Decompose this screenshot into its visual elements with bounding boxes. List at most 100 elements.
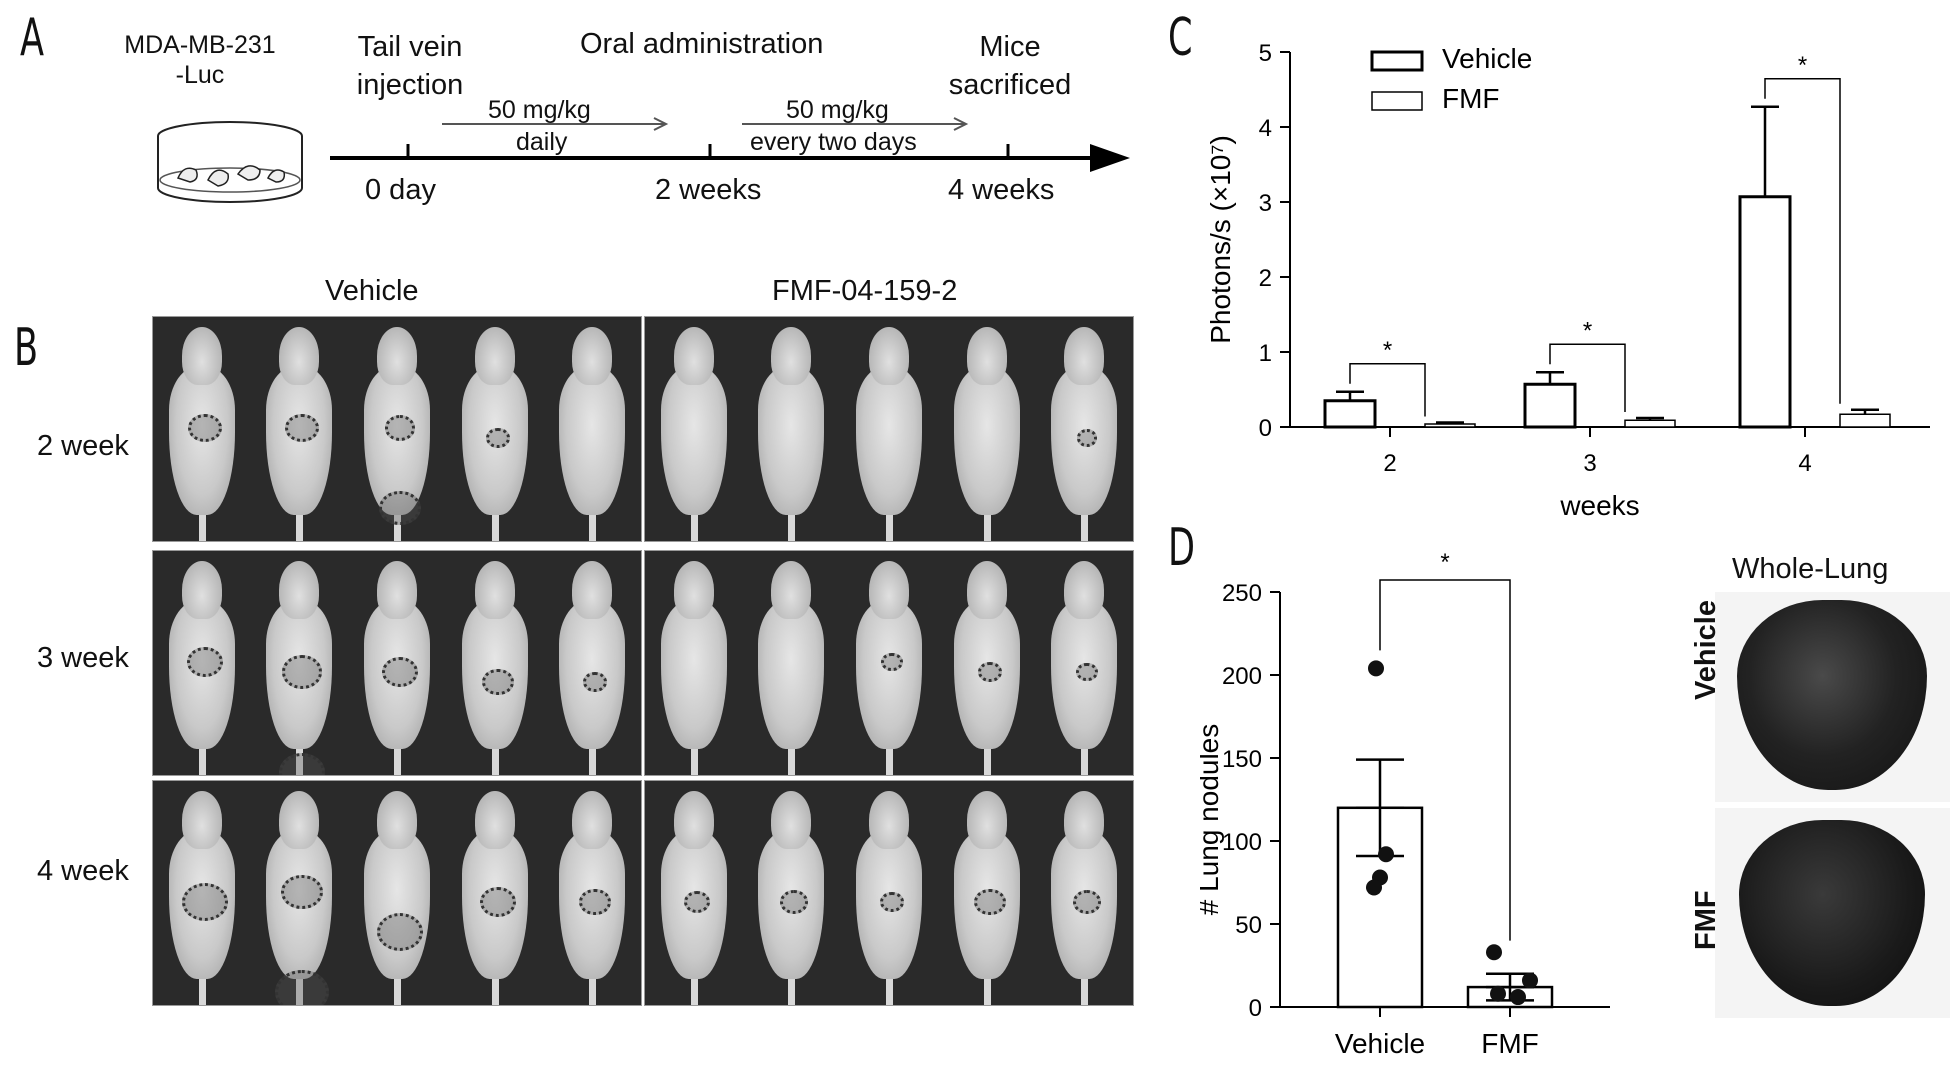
bioluminescence-signal xyxy=(181,883,228,921)
mouse-tail xyxy=(296,515,304,541)
bioluminescence-signal xyxy=(1073,890,1102,914)
x-tick-label: 2 xyxy=(1383,450,1396,477)
mouse-image xyxy=(953,327,1020,541)
mouse-image xyxy=(660,327,727,541)
mouse-tail xyxy=(198,515,206,541)
mouse-tail xyxy=(491,515,499,541)
row-label-3-week: 3 week xyxy=(37,642,129,674)
mouse-tail xyxy=(394,979,401,1005)
mouse-image xyxy=(1051,561,1118,775)
y-tick-label: 3 xyxy=(1259,190,1272,217)
mouse-image xyxy=(1051,791,1118,1005)
mouse-image xyxy=(856,791,922,1005)
mouse-head xyxy=(377,791,417,849)
bioluminescence-photo-fmf-row-3 xyxy=(644,780,1134,1006)
mouse-head xyxy=(966,327,1007,385)
bioluminescence-signal xyxy=(880,891,904,913)
mouse-image xyxy=(364,791,430,1005)
y-tick-label: 2 xyxy=(1259,265,1272,292)
data-point xyxy=(1366,879,1382,896)
mouse-tail xyxy=(788,749,796,775)
significance-star: * xyxy=(1440,549,1449,576)
sacrificed-label-line2: sacrificed xyxy=(948,69,1072,101)
mouse-tail xyxy=(1081,515,1089,541)
bioluminescence-signal xyxy=(1076,662,1099,682)
mouse-tail xyxy=(690,979,698,1005)
y-tick-label: 100 xyxy=(1222,829,1262,856)
mouse-image xyxy=(461,561,528,775)
mouse-head xyxy=(673,561,714,619)
x-axis-label: weeks xyxy=(1559,490,1639,521)
y-tick-label: 250 xyxy=(1222,580,1262,607)
bioluminescence-signal xyxy=(881,652,903,672)
bioluminescence-signal xyxy=(377,913,423,951)
significance-star: * xyxy=(1798,52,1807,79)
mouse-image xyxy=(559,561,626,775)
sacrificed-label: Mice sacrificed xyxy=(940,28,1080,104)
dose2-top-label: 50 mg/kg xyxy=(786,96,889,124)
bioluminescence-signal xyxy=(379,490,421,526)
dose1-top-label: 50 mg/kg xyxy=(488,96,591,124)
bioluminescence-signal xyxy=(481,668,514,696)
data-point xyxy=(1510,989,1526,1006)
mouse-image xyxy=(953,791,1020,1005)
y-tick-label: 150 xyxy=(1222,746,1262,773)
injection-label-line1: Tail vein xyxy=(357,31,463,63)
mouse-head xyxy=(572,561,613,619)
lung-fmf-image xyxy=(1739,820,1925,1006)
mouse-head xyxy=(181,327,222,385)
bioluminescence-signal xyxy=(385,415,415,441)
data-point xyxy=(1486,944,1502,961)
mouse-head xyxy=(869,327,909,385)
mouse-image xyxy=(758,561,825,775)
row-label-4-week: 4 week xyxy=(37,855,129,887)
bioluminescence-signal xyxy=(973,888,1006,916)
bar-fmf-week-3 xyxy=(1624,419,1676,428)
mouse-head xyxy=(673,327,714,385)
mouse-tail xyxy=(983,515,991,541)
mouse-head xyxy=(279,327,320,385)
mouse-head xyxy=(572,327,613,385)
mouse-tail xyxy=(788,515,796,541)
mouse-head xyxy=(474,791,515,849)
bioluminescence-signal xyxy=(479,887,516,917)
bioluminescence-signal xyxy=(282,655,323,689)
bioluminescence-signal xyxy=(275,969,330,1005)
mouse-head xyxy=(279,561,320,619)
bioluminescence-signal xyxy=(187,413,222,443)
mouse-image xyxy=(168,791,235,1005)
mouse-tail xyxy=(886,515,893,541)
mouse-head xyxy=(673,791,714,849)
panel-letter-d: D xyxy=(1168,518,1196,578)
y-axis-label: Photons/s (×10⁷) xyxy=(1205,135,1236,344)
mouse-tail xyxy=(394,749,401,775)
data-point xyxy=(1368,660,1384,677)
panel-letter-a: A xyxy=(20,8,44,68)
injection-label: Tail vein injection xyxy=(340,28,480,104)
significance-bracket xyxy=(1764,78,1841,404)
legend-swatch-fmf xyxy=(1371,91,1423,111)
mouse-image xyxy=(364,561,430,775)
x-tick-label: 4 xyxy=(1798,450,1811,477)
mouse-head xyxy=(1064,561,1105,619)
significance-bracket xyxy=(1379,579,1511,941)
cell-line-name: MDA-MB-231 xyxy=(124,31,276,59)
dose1-bottom-label: daily xyxy=(516,128,568,156)
mouse-image xyxy=(461,327,528,541)
timepoint-4-weeks: 4 weeks xyxy=(948,174,1055,206)
mouse-tail xyxy=(394,515,401,541)
bioluminescence-signal xyxy=(279,753,326,775)
mouse-head xyxy=(771,561,812,619)
mouse-image xyxy=(168,561,235,775)
mouse-tail xyxy=(1081,979,1089,1005)
mouse-image xyxy=(1051,327,1118,541)
mouse-tail xyxy=(983,749,991,775)
cell-line-label: MDA-MB-231 -Luc xyxy=(120,30,280,90)
significance-bracket xyxy=(1349,363,1426,417)
mouse-head xyxy=(966,561,1007,619)
timeline-arrow xyxy=(330,117,1130,172)
bioluminescence-signal xyxy=(382,657,418,687)
bioluminescence-photo-vehicle-row-3 xyxy=(152,780,642,1006)
significance-star: * xyxy=(1583,317,1592,344)
bioluminescence-photo-fmf-row-1 xyxy=(644,316,1134,542)
